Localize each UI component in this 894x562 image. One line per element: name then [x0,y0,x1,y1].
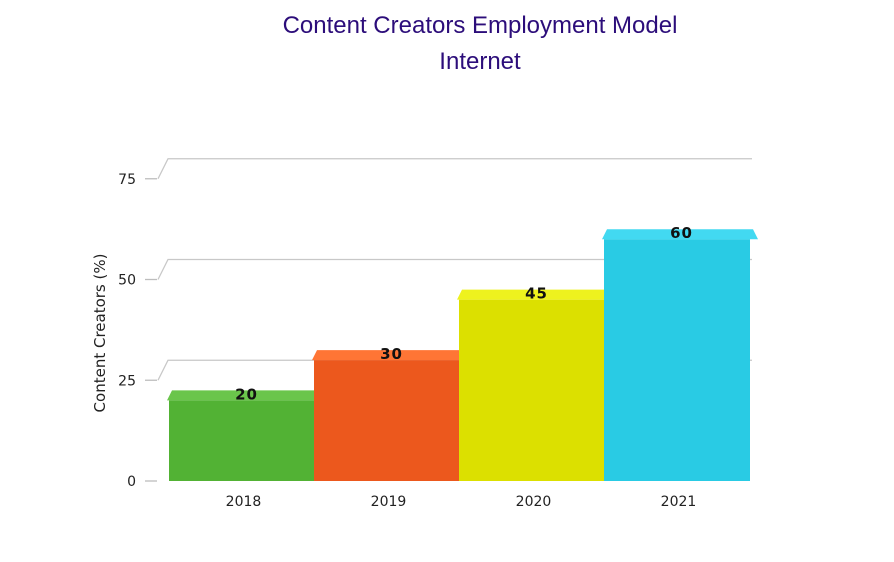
x-tick-label: 2020 [516,494,552,510]
bar-top [167,390,323,401]
bar-front [459,299,605,481]
bar-top [312,350,468,361]
bar [167,390,323,481]
y-tick-label: 50 [118,273,136,289]
x-tick-label: 2018 [226,494,262,510]
bar-front [169,400,315,481]
y-tick-label: 75 [118,172,136,188]
y-tick-label: 0 [127,474,136,490]
data-label: 60 [670,224,693,242]
bar-front [314,360,460,481]
bar-front [604,239,750,481]
y-tick-label: 25 [118,373,136,389]
y-axis-label: Content Creators (%) [91,254,109,413]
y-axis-ticks: 0 25 50 75 [118,172,157,490]
chart-title: Content Creators Employment Model [282,12,678,39]
bars [167,229,758,481]
gridline [157,158,752,180]
bar [457,289,613,481]
chart-subtitle: Internet [439,48,521,75]
x-tick-label: 2021 [661,494,697,510]
data-label: 45 [525,285,548,303]
chart-title-block: Content Creators Employment Model Intern… [0,8,894,80]
data-labels: 20 30 45 60 [235,224,693,403]
bar-top [602,229,758,240]
bar-top [457,289,613,300]
bar [312,350,468,481]
gridline [157,258,752,280]
data-label: 20 [235,385,258,403]
x-axis-labels: 2018 2019 2020 2021 [226,494,697,510]
bar [602,229,758,481]
x-tick-label: 2019 [371,494,407,510]
data-label: 30 [380,345,403,363]
